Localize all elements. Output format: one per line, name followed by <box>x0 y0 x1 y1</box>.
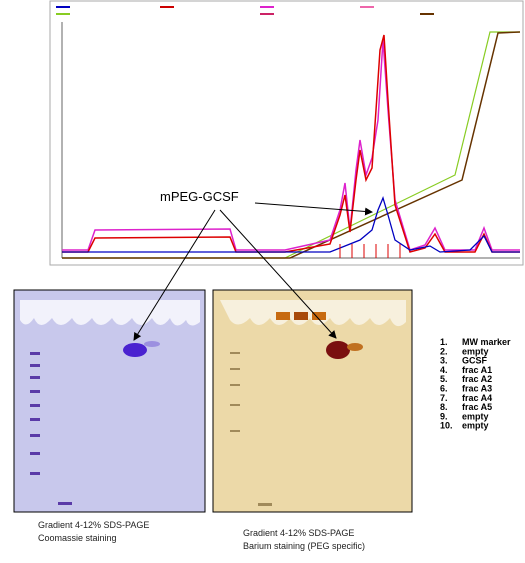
lane-number: 2. <box>440 346 448 356</box>
lane-number: 9. <box>440 411 448 421</box>
lane-label: empty <box>462 346 489 356</box>
marker-bands <box>230 352 272 506</box>
lane-label: empty <box>462 411 489 421</box>
gel-frame <box>13 289 206 513</box>
gel-coomassie <box>13 289 206 513</box>
gel-frame <box>212 289 413 513</box>
lane-label: GCSF <box>462 356 488 366</box>
caption: Coomassie staining <box>38 533 117 543</box>
lane-label: MW marker <box>462 337 511 347</box>
annotation: mPEG-GCSF <box>160 189 239 204</box>
lane-number: 7. <box>440 393 448 403</box>
band <box>312 312 326 320</box>
band <box>347 343 363 351</box>
band <box>326 341 350 359</box>
band <box>294 312 308 320</box>
lane-number: 10. <box>440 421 453 431</box>
legend-strip <box>56 6 434 15</box>
uv-trace-magenta <box>62 39 520 251</box>
lane-label: frac A1 <box>462 365 492 375</box>
lane-number: 6. <box>440 384 448 394</box>
lane-number: 1. <box>440 337 448 347</box>
annotation-arrows <box>133 202 373 341</box>
caption: Barium staining (PEG specific) <box>243 541 365 551</box>
lane-label: frac A5 <box>462 402 492 412</box>
lane-number: 8. <box>440 402 448 412</box>
conductivity-line <box>62 31 521 259</box>
gel-barium <box>212 289 413 513</box>
lane-label: frac A4 <box>462 393 492 403</box>
lane-number: 3. <box>440 356 448 366</box>
marker-bands <box>30 352 72 505</box>
lane-label: frac A2 <box>462 374 492 384</box>
band <box>144 341 160 347</box>
lane-number: 4. <box>440 365 448 375</box>
lane-legend: 1. MW marker 2. empty 3. GCSF 4. frac A1 5. frac … <box>440 337 511 431</box>
fraction-marks <box>339 244 401 258</box>
chromatogram-frame <box>49 0 524 266</box>
caption: Gradient 4-12% SDS-PAGE <box>243 528 354 538</box>
lane-label: empty <box>462 421 489 431</box>
lane-number: 5. <box>440 374 448 384</box>
uv-trace-blue <box>62 196 520 253</box>
chromatogram <box>49 0 524 266</box>
band <box>123 343 147 357</box>
band <box>276 312 290 320</box>
caption: Gradient 4-12% SDS-PAGE <box>38 520 149 530</box>
lane-label: frac A3 <box>462 384 492 394</box>
